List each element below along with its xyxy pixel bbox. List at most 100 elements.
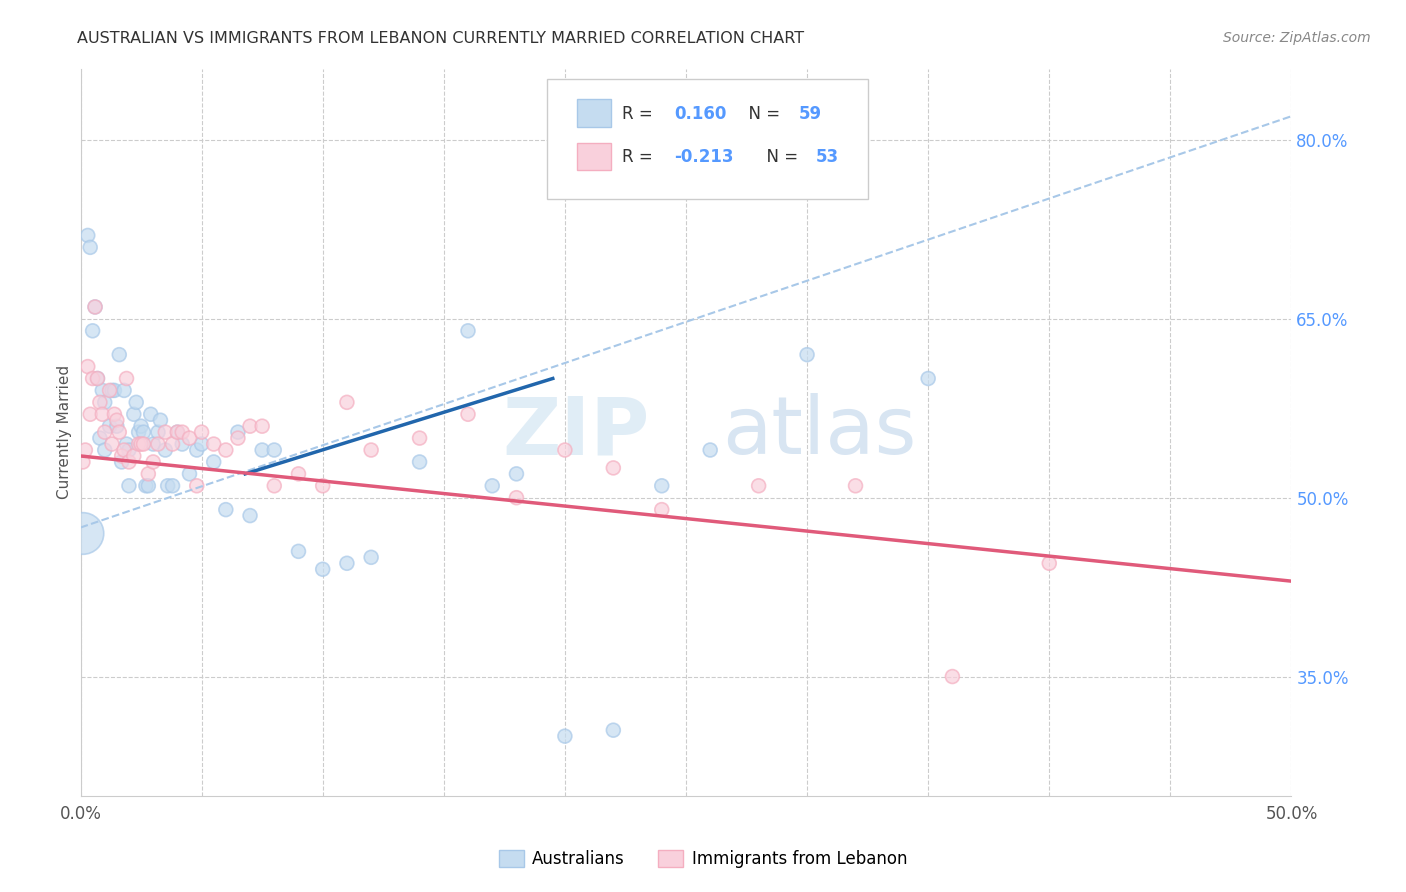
Point [699,443,721,458]
Point [190,425,212,439]
Point [79,407,101,421]
Point [239,419,262,434]
Point [128,425,150,439]
Point [748,479,770,493]
Point [172,437,194,451]
Point [135,479,157,493]
Point [84,300,107,314]
Point [917,371,939,385]
Text: AUSTRALIAN VS IMMIGRANTS FROM LEBANON CURRENTLY MARRIED CORRELATION CHART: AUSTRALIAN VS IMMIGRANTS FROM LEBANON CU… [77,31,804,46]
Text: R =: R = [621,148,658,166]
Legend: Australians, Immigrants from Lebanon: Australians, Immigrants from Lebanon [492,843,914,875]
Point [76,228,98,243]
Point [250,419,273,434]
Text: Source: ZipAtlas.com: Source: ZipAtlas.com [1223,31,1371,45]
Point [226,431,249,445]
Point [796,348,818,362]
Point [82,324,104,338]
Point [115,371,138,385]
Point [156,479,179,493]
Point [125,395,148,409]
Point [155,425,177,439]
Text: -0.213: -0.213 [673,148,734,166]
Point [263,479,285,493]
Point [91,384,114,398]
Point [122,407,145,421]
FancyBboxPatch shape [547,79,868,200]
Point [360,443,382,458]
Point [312,479,335,493]
Point [408,431,430,445]
Point [129,437,152,451]
Point [336,556,359,570]
Point [146,437,169,451]
Point [105,413,128,427]
Point [554,729,576,743]
Point [103,384,125,398]
Point [651,502,673,516]
Point [336,395,359,409]
Point [155,443,177,458]
Point [844,479,866,493]
Point [287,544,309,558]
Point [202,437,225,451]
Point [72,526,94,541]
Point [136,467,159,481]
Point [132,425,155,439]
Point [101,437,124,451]
Point [76,359,98,374]
Point [146,425,169,439]
Point [82,371,104,385]
Point [105,419,128,434]
Text: 0.160: 0.160 [673,104,727,122]
Point [98,384,121,398]
Point [263,443,285,458]
Point [86,371,108,385]
Point [312,562,335,576]
Point [139,407,162,421]
Text: 53: 53 [815,148,839,166]
Point [101,384,124,398]
Point [136,479,159,493]
Point [651,479,673,493]
Point [166,425,188,439]
Point [89,395,111,409]
Point [108,425,131,439]
Point [91,407,114,421]
Point [98,419,121,434]
Point [111,455,134,469]
Point [186,479,208,493]
Point [89,431,111,445]
Text: ZIP: ZIP [502,393,650,471]
Point [186,443,208,458]
Point [128,437,150,451]
Point [75,443,97,458]
Point [239,508,262,523]
Point [554,443,576,458]
Point [408,455,430,469]
Point [360,550,382,565]
Point [457,324,479,338]
Point [166,425,188,439]
Text: 59: 59 [799,104,821,122]
Point [190,437,212,451]
Point [93,395,115,409]
Point [941,669,963,683]
Point [481,479,503,493]
Point [103,407,125,421]
Point [112,384,135,398]
Point [457,407,479,421]
Point [93,425,115,439]
Point [93,443,115,458]
Text: N =: N = [738,104,786,122]
Point [72,455,94,469]
Point [118,479,141,493]
Point [129,419,152,434]
Point [142,455,165,469]
Point [162,479,184,493]
Point [111,449,134,463]
Point [602,723,624,738]
Point [172,425,194,439]
Point [149,413,172,427]
Text: N =: N = [756,148,804,166]
